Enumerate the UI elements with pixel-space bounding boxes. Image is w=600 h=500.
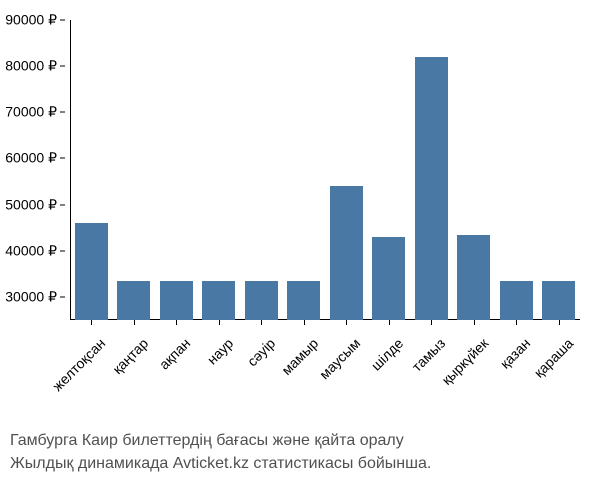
bar [542, 281, 575, 320]
x-tick-mark [474, 320, 475, 325]
x-tick-label: қараша [494, 335, 576, 417]
bar [330, 186, 363, 320]
x-tick-mark [304, 320, 305, 325]
x-tick-label: тамыз [367, 335, 449, 417]
x-tick-mark [559, 320, 560, 325]
x-tick-label: қазан [452, 335, 534, 417]
bars-area [70, 20, 580, 320]
x-tick-mark [176, 320, 177, 325]
y-tick-label: 50000 ₽ [5, 196, 57, 213]
bar [457, 235, 490, 320]
x-tick-label: желтоқсан [27, 335, 109, 417]
x-tick-mark [91, 320, 92, 325]
x-tick-mark [516, 320, 517, 325]
bar [500, 281, 533, 320]
y-tick-mark [60, 296, 65, 297]
bar [117, 281, 150, 320]
caption-line-2: Жылдық динамикада Avticket.kz статистика… [10, 453, 590, 475]
x-tick-mark [219, 320, 220, 325]
y-axis: 30000 ₽ 40000 ₽ 50000 ₽ 60000 ₽ 70000 ₽ 80000… [0, 20, 65, 320]
x-tick-label: сәуір [197, 335, 279, 417]
x-tick-label: шілде [324, 335, 406, 417]
bar [415, 57, 448, 320]
x-tick-label: маусым [282, 335, 364, 417]
x-tick-label: мамыр [239, 335, 321, 417]
x-axis-labels: желтоқсанқаңтарақпаннаурсәуірмамырмаусым… [70, 325, 580, 425]
x-tick-mark [346, 320, 347, 325]
bar [160, 281, 193, 320]
x-tick-label: ақпан [112, 335, 194, 417]
y-tick-label: 90000 ₽ [5, 12, 57, 29]
y-tick-label: 80000 ₽ [5, 58, 57, 75]
y-tick-mark [60, 158, 65, 159]
bar [372, 237, 405, 320]
chart-container: 30000 ₽40000 ₽50000 ₽60000 ₽70000 ₽80000… [70, 20, 580, 320]
bar [75, 223, 108, 320]
x-tick-mark [134, 320, 135, 325]
y-tick-mark [60, 20, 65, 21]
x-tick-label: қыркүйек [409, 335, 491, 417]
x-tick-mark [261, 320, 262, 325]
x-tick-label: қаңтар [69, 335, 151, 417]
y-tick-mark [60, 204, 65, 205]
x-tick-mark [389, 320, 390, 325]
y-tick-label: 60000 ₽ [5, 150, 57, 167]
y-tick-mark [60, 250, 65, 251]
bar [245, 281, 278, 320]
y-tick-mark [60, 112, 65, 113]
bar [202, 281, 235, 320]
y-tick-label: 30000 ₽ [5, 288, 57, 305]
x-tick-label: наур [154, 335, 236, 417]
y-tick-label: 40000 ₽ [5, 242, 57, 259]
bar [287, 281, 320, 320]
y-tick-label: 70000 ₽ [5, 104, 57, 121]
chart-caption: Гамбурга Каир билеттердің бағасы және қа… [10, 430, 590, 475]
y-tick-mark [60, 66, 65, 67]
x-tick-mark [431, 320, 432, 325]
caption-line-1: Гамбурга Каир билеттердің бағасы және қа… [10, 430, 590, 452]
